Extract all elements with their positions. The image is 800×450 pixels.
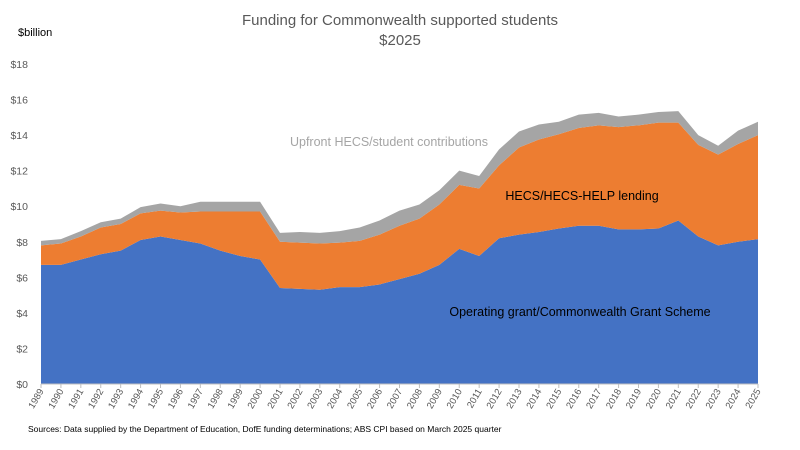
x-tick-label: 2014 — [524, 387, 544, 411]
y-tick-label: $18 — [10, 59, 28, 71]
x-tick-label: 2024 — [724, 387, 744, 411]
chart-subtitle: $2025 — [379, 32, 421, 49]
x-tick-label: 1990 — [46, 387, 66, 411]
x-tick-label: 2020 — [644, 387, 664, 411]
x-tick-label: 2022 — [684, 387, 704, 411]
y-axis-label: $billion — [18, 27, 53, 39]
x-tick-label: 1996 — [166, 387, 186, 411]
x-tick-label: 2012 — [485, 387, 505, 411]
x-tick-label: 2018 — [604, 387, 624, 411]
x-tick-label: 2005 — [345, 387, 365, 411]
x-tick-label: 2002 — [285, 387, 305, 411]
x-tick-label: 2017 — [584, 387, 604, 411]
x-tick-label: 2001 — [266, 387, 286, 411]
area-series-2 — [41, 122, 758, 290]
x-tick-label: 2003 — [305, 387, 325, 411]
x-tick-label: 2015 — [544, 387, 564, 411]
x-tick-label: 1994 — [126, 387, 146, 411]
x-tick-label: 2021 — [664, 387, 684, 411]
x-tick-label: 1989 — [27, 387, 47, 411]
y-tick-label: $10 — [10, 201, 28, 213]
chart-title: Funding for Commonwealth supported stude… — [241, 12, 558, 29]
x-tick-label: 1991 — [66, 387, 86, 411]
x-tick-label: 2010 — [445, 387, 465, 411]
y-tick-label: $16 — [10, 95, 28, 107]
x-tick-label: 2019 — [624, 387, 644, 411]
x-tick-label: 2011 — [465, 387, 485, 410]
series-annotation: Upfront HECS/student contributions — [290, 135, 488, 149]
x-tick-label: 1997 — [186, 387, 206, 411]
area-series-3 — [41, 111, 758, 246]
x-tick-label: 2007 — [385, 387, 405, 411]
x-tick-label: 2013 — [505, 387, 525, 411]
y-tick-label: $12 — [10, 166, 28, 178]
y-tick-label: $2 — [16, 343, 28, 355]
source-note: Sources: Data supplied by the Department… — [28, 424, 502, 434]
x-tick-label: 2009 — [425, 387, 445, 411]
x-tick-label: 1993 — [106, 387, 126, 411]
x-tick-label: 2000 — [246, 387, 266, 411]
x-tick-label: 1999 — [226, 387, 246, 411]
x-tick-label: 2023 — [704, 387, 724, 411]
y-tick-label: $0 — [16, 379, 28, 391]
x-tick-label: 1995 — [146, 387, 166, 411]
x-tick-label: 2006 — [365, 387, 385, 411]
x-tick-label: 1992 — [86, 387, 106, 411]
y-tick-label: $6 — [16, 272, 28, 284]
x-tick-label: 2004 — [325, 387, 345, 411]
y-tick-label: $8 — [16, 237, 28, 249]
y-tick-label: $4 — [16, 308, 28, 320]
x-tick-label: 2016 — [564, 387, 584, 411]
x-tick-label: 2025 — [744, 387, 764, 411]
series-annotation: Operating grant/Commonwealth Grant Schem… — [449, 305, 710, 319]
area-series-1 — [41, 220, 758, 384]
x-tick-label: 2008 — [405, 387, 425, 411]
x-tick-label: 1998 — [206, 387, 226, 411]
y-tick-label: $14 — [10, 130, 28, 142]
series-annotation: HECS/HECS-HELP lending — [505, 189, 658, 203]
